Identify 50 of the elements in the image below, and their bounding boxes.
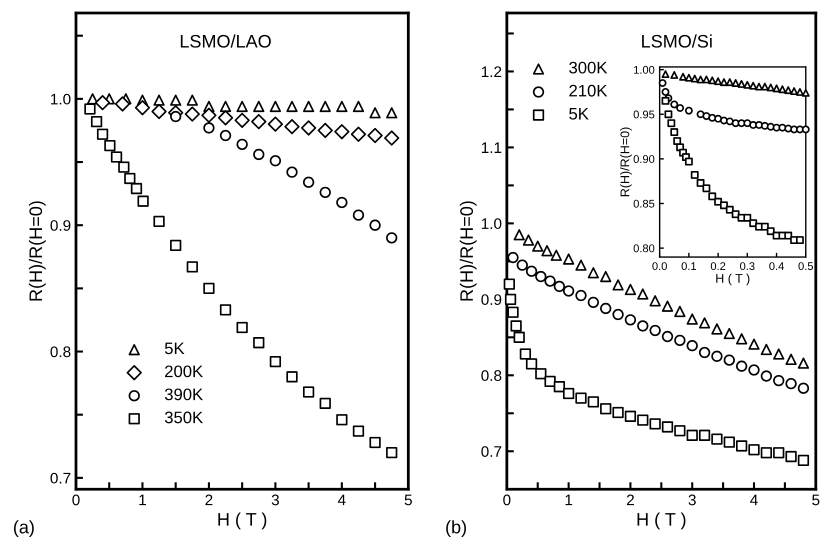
y-tick-label: 0.90 bbox=[634, 155, 654, 164]
x-axis-title: H ( T ) bbox=[716, 274, 750, 286]
x-tick-label: 3 bbox=[688, 494, 696, 506]
y-tick-label: 0.80 bbox=[634, 244, 654, 252]
y-tick-label: 0.8 bbox=[481, 370, 502, 381]
y-tick-label: 1.1 bbox=[482, 142, 502, 153]
x-tick-label: 0.4 bbox=[769, 262, 784, 270]
y-tick-label: 1.0 bbox=[482, 218, 502, 230]
x-tick-label: 2 bbox=[205, 494, 212, 506]
x-tick-label: 0.0 bbox=[652, 262, 667, 270]
text: LSMO/LAO bbox=[180, 34, 271, 48]
legend-label: 390K bbox=[164, 388, 203, 400]
legend-label: 210K bbox=[569, 84, 608, 97]
x-tick-label: 0 bbox=[503, 494, 510, 506]
y-tick-label: 0.95 bbox=[634, 110, 654, 118]
text: (b) bbox=[446, 520, 466, 538]
x-tick-label: 0.1 bbox=[682, 262, 696, 270]
x-axis-title: H ( T ) bbox=[638, 512, 686, 530]
x-tick-label: 1 bbox=[139, 494, 146, 506]
x-tick-label: 4 bbox=[338, 494, 346, 506]
x-tick-label: 1 bbox=[566, 494, 572, 506]
x-tick-label: 0.5 bbox=[798, 262, 814, 270]
y-tick-label: 0.85 bbox=[634, 200, 654, 208]
legend-label: 5K bbox=[164, 342, 184, 354]
x-tick-label: 4 bbox=[750, 494, 758, 506]
legend-label: 300K bbox=[569, 62, 608, 74]
y-tick-label: 0.8 bbox=[50, 346, 70, 358]
x-tick-label: 0 bbox=[72, 494, 80, 506]
y-tick-label: 0.9 bbox=[481, 294, 502, 306]
y-tick-label: 0.7 bbox=[481, 446, 502, 457]
legend-label: 5K bbox=[569, 108, 589, 120]
x-tick-label: 0.2 bbox=[710, 262, 726, 270]
x-tick-label: 0.3 bbox=[740, 262, 755, 270]
x-tick-label: 3 bbox=[272, 494, 279, 506]
text: (a) bbox=[14, 520, 34, 538]
y-axis-title: R(H)/R(H=0) bbox=[620, 128, 632, 196]
y-axis-title: R(H)/R(H=0) bbox=[28, 201, 46, 301]
y-tick-label: 0.9 bbox=[50, 220, 70, 231]
text: LSMO/Si bbox=[642, 34, 712, 48]
y-tick-label: 1.2 bbox=[482, 66, 502, 77]
legend-label: 350K bbox=[164, 412, 203, 424]
y-tick-label: 1.00 bbox=[634, 66, 654, 74]
x-axis-title: H ( T ) bbox=[218, 512, 266, 530]
y-axis-title: R(H)/R(H=0) bbox=[460, 201, 477, 301]
x-tick-label: 5 bbox=[404, 494, 412, 506]
y-tick-label: 1.0 bbox=[51, 94, 71, 105]
x-tick-label: 2 bbox=[626, 494, 634, 506]
y-tick-label: 0.7 bbox=[50, 472, 70, 484]
x-tick-label: 5 bbox=[812, 494, 820, 506]
legend-label: 200K bbox=[165, 365, 203, 378]
